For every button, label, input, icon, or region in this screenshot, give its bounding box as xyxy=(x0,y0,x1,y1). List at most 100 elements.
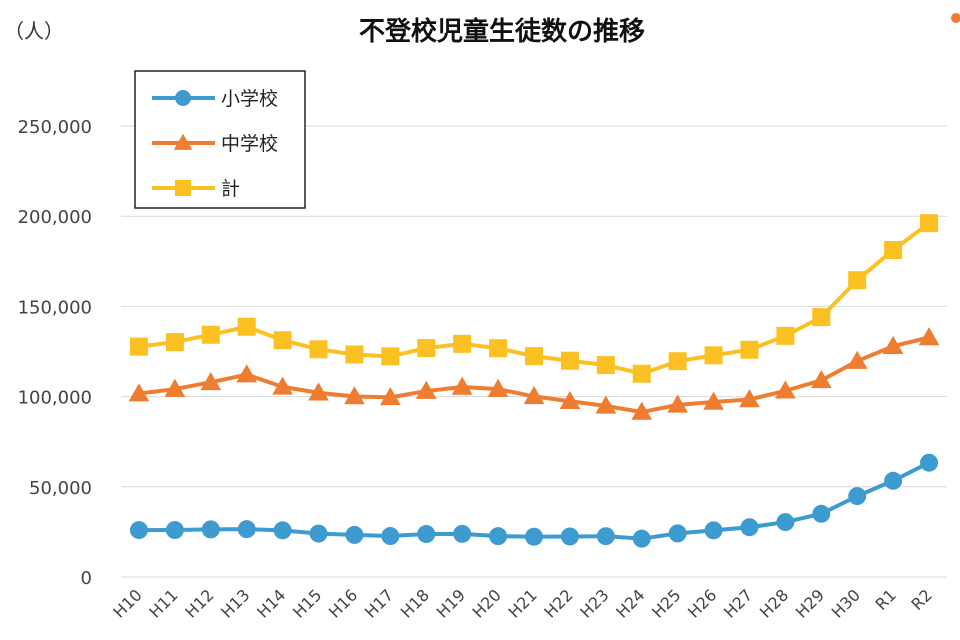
data-point-triangle xyxy=(173,133,193,150)
data-point-circle xyxy=(453,524,472,543)
data-point-square xyxy=(165,333,184,352)
data-point-circle xyxy=(740,518,759,537)
data-point-square xyxy=(812,308,831,327)
data-point-triangle xyxy=(846,350,868,369)
y-tick-label: 0 xyxy=(81,568,92,589)
data-point-circle xyxy=(632,529,651,548)
data-point-triangle xyxy=(559,390,581,410)
y-unit-label: （人） xyxy=(4,19,64,43)
y-tick-label: 250,000 xyxy=(18,117,92,138)
y-tick-label: 100,000 xyxy=(18,388,92,409)
series-group xyxy=(129,214,939,383)
data-point-circle xyxy=(273,521,292,540)
x-tick-label: H27 xyxy=(720,585,756,621)
data-point-square xyxy=(632,364,651,383)
x-tick-label: R1 xyxy=(871,585,899,613)
data-point-circle xyxy=(884,471,903,490)
data-point-triangle xyxy=(379,387,401,406)
data-point-circle xyxy=(201,520,220,539)
x-tick-label: H12 xyxy=(181,585,217,621)
data-point-circle xyxy=(417,525,436,544)
data-point-triangle xyxy=(344,386,365,405)
x-tick-label: R2 xyxy=(907,585,935,613)
x-tick-label: H19 xyxy=(433,585,469,621)
x-tick-label: H13 xyxy=(217,585,253,621)
data-point-circle xyxy=(525,527,543,546)
data-point-square xyxy=(668,352,687,371)
data-point-triangle xyxy=(918,327,940,346)
x-tick-label: H26 xyxy=(684,585,720,621)
x-tick-label: H25 xyxy=(648,585,684,621)
data-point-square xyxy=(345,345,364,364)
data-point-square xyxy=(740,340,759,359)
data-point-square xyxy=(417,339,436,358)
data-point-square xyxy=(704,346,723,365)
data-point-triangle xyxy=(775,380,796,399)
series-layer xyxy=(128,214,940,548)
x-tick-label: H28 xyxy=(756,585,792,621)
y-tick-label: 50,000 xyxy=(29,478,92,499)
data-point-triangle xyxy=(595,395,617,414)
data-point-square xyxy=(129,337,148,356)
legend-label: 計 xyxy=(221,178,240,200)
x-tick-label: H14 xyxy=(253,585,289,621)
x-tick-label: H22 xyxy=(540,585,576,621)
x-tick-label: H17 xyxy=(361,585,397,621)
x-tick-label: H20 xyxy=(469,585,505,621)
x-tick-label: H15 xyxy=(289,585,325,621)
data-point-circle xyxy=(776,513,795,532)
data-point-square xyxy=(175,180,191,196)
x-tick-label: H23 xyxy=(576,585,612,621)
data-point-triangle xyxy=(451,376,473,395)
x-axis-ticks: H10 H11 H12 H13 H14 H15 H16 H17 H18 H19 H20 H21 H22 H… xyxy=(109,585,935,621)
data-point-circle xyxy=(848,487,867,506)
data-point-triangle xyxy=(631,401,653,420)
legend-label: 中学校 xyxy=(221,133,278,155)
data-point-circle xyxy=(175,90,191,106)
data-point-square xyxy=(309,340,328,359)
data-point-circle xyxy=(704,521,723,540)
x-tick-label: H30 xyxy=(828,585,864,621)
data-point-square xyxy=(776,326,795,345)
x-tick-label: H16 xyxy=(325,585,361,621)
data-point-triangle xyxy=(236,364,258,383)
x-tick-label: H24 xyxy=(612,585,648,621)
series-group xyxy=(128,327,940,420)
data-point-square xyxy=(201,325,220,344)
data-point-triangle xyxy=(810,370,832,389)
data-point-square xyxy=(596,356,615,375)
data-point-triangle xyxy=(882,335,904,354)
data-point-triangle xyxy=(667,394,689,413)
series-group xyxy=(129,453,939,548)
data-point-square xyxy=(848,271,867,290)
data-point-square xyxy=(381,347,400,366)
data-point-triangle xyxy=(128,383,150,402)
x-tick-label: H21 xyxy=(504,585,540,621)
data-point-triangle xyxy=(308,382,329,401)
data-point-circle xyxy=(596,527,615,546)
x-tick-label: H10 xyxy=(109,585,145,621)
data-point-circle xyxy=(489,527,508,546)
data-point-triangle xyxy=(200,371,222,391)
corner-dot xyxy=(951,13,960,23)
data-point-circle xyxy=(668,524,687,543)
data-point-circle xyxy=(309,524,328,543)
data-point-triangle xyxy=(164,378,186,397)
data-point-circle xyxy=(345,525,364,544)
data-point-square xyxy=(237,317,256,336)
data-point-circle xyxy=(237,520,256,539)
data-point-square xyxy=(525,347,543,366)
data-point-circle xyxy=(381,527,400,546)
data-point-circle xyxy=(920,453,939,472)
data-point-triangle xyxy=(272,376,293,395)
data-point-square xyxy=(453,334,472,353)
data-point-square xyxy=(920,214,939,233)
data-point-circle xyxy=(165,521,184,540)
x-tick-label: H29 xyxy=(792,585,828,621)
data-point-circle xyxy=(560,527,579,546)
legend-label: 小学校 xyxy=(221,88,278,110)
data-point-square xyxy=(489,339,508,358)
chart-title: 不登校児童生徒数の推移 xyxy=(359,16,645,47)
legend-box xyxy=(134,70,306,209)
